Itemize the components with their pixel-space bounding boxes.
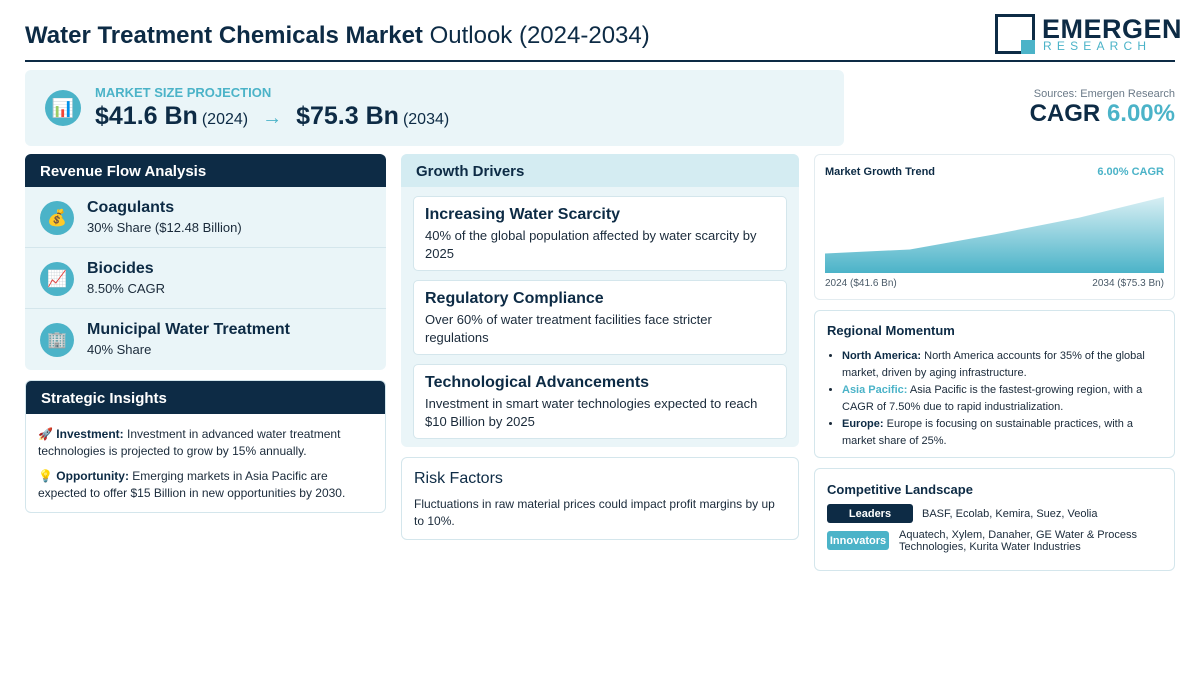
region-name: Europe: — [842, 418, 884, 430]
revenue-flow-panel: Revenue Flow Analysis 💰 Coagulants 30% S… — [25, 154, 386, 370]
competitive-landscape-panel: Competitive Landscape Leaders BASF, Ecol… — [814, 468, 1175, 571]
region-name: Asia Pacific: — [842, 384, 908, 396]
logo-subtitle: RESEARCH — [1043, 39, 1152, 53]
rocket-icon: 🚀 — [38, 427, 53, 441]
logo-mark-icon — [995, 14, 1035, 54]
insight-label: Opportunity: — [56, 469, 129, 483]
leaders-badge: Leaders — [827, 504, 913, 523]
regional-momentum-panel: Regional Momentum North America: North A… — [814, 310, 1175, 458]
regional-item: Europe: Europe is focusing on sustainabl… — [842, 416, 1162, 449]
revenue-item-detail: 8.50% CAGR — [87, 281, 166, 296]
driver-text: Investment in smart water technologies e… — [425, 396, 758, 429]
driver-text: 40% of the global population affected by… — [425, 228, 757, 261]
revenue-item-detail: 40% Share — [87, 342, 152, 357]
driver-card: Regulatory Compliance Over 60% of water … — [413, 280, 787, 355]
strategic-insights-heading: Strategic Insights — [26, 381, 385, 414]
risk-text: Fluctuations in raw material prices coul… — [414, 497, 775, 528]
revenue-item: 🏢 Municipal Water Treatment 40% Share — [25, 309, 386, 370]
revenue-item-title: Coagulants — [87, 199, 175, 216]
cagr-display: CAGR 6.00% — [1030, 100, 1175, 128]
cagr-value: 6.00% — [1106, 100, 1175, 127]
regional-item: Asia Pacific: Asia Pacific is the fastes… — [842, 382, 1162, 415]
innovators-list: Aquatech, Xylem, Danaher, GE Water & Pro… — [899, 529, 1138, 553]
growth-drivers-panel: Growth Drivers Increasing Water Scarcity… — [401, 154, 799, 447]
region-name: North America: — [842, 350, 922, 362]
building-icon: 🏢 — [40, 323, 74, 357]
revenue-flow-heading: Revenue Flow Analysis — [25, 154, 386, 187]
market-size-label: MARKET SIZE PROJECTION — [95, 85, 272, 100]
end-value: $75.3 Bn — [296, 102, 399, 130]
driver-title: Regulatory Compliance — [425, 290, 604, 307]
x-start-label: 2024 ($41.6 Bn) — [825, 278, 897, 289]
insight-label: Investment: — [56, 427, 124, 441]
trend-area-svg — [825, 196, 1164, 273]
money-bag-icon: 💰 — [40, 201, 74, 235]
region-text: North America accounts for 35% of the gl… — [842, 350, 1145, 379]
revenue-item-title: Municipal Water Treatment — [87, 321, 290, 338]
region-text: Asia Pacific is the fastest-growing regi… — [842, 384, 1143, 413]
regional-item: North America: North America accounts fo… — [842, 348, 1162, 381]
chart-icon: 📊 — [45, 90, 81, 126]
start-value: $41.6 Bn — [95, 102, 198, 130]
page-title: Water Treatment Chemicals Market Outlook… — [25, 22, 650, 50]
sources-text: Sources: Emergen Research — [1033, 88, 1175, 100]
driver-card: Increasing Water Scarcity 40% of the glo… — [413, 196, 787, 271]
growth-trend-chart: Market Growth Trend 6.00% CAGR 2024 ($41… — [814, 154, 1175, 300]
lightbulb-icon: 💡 — [38, 469, 53, 483]
chart-cagr-badge: 6.00% CAGR — [1097, 166, 1164, 178]
title-bold: Water Treatment Chemicals Market — [25, 22, 423, 49]
market-size-values: $41.6 Bn (2024) → $75.3 Bn (2034) — [95, 102, 449, 131]
revenue-item: 💰 Coagulants 30% Share ($12.48 Billion) — [25, 187, 386, 248]
emergen-logo: EMERGEN RESEARCH — [995, 14, 1182, 56]
insight-text: Investment in advanced water treatment t… — [38, 427, 341, 458]
driver-text: Over 60% of water treatment facilities f… — [425, 312, 712, 345]
insight-item: 🚀 Investment: Investment in advanced wat… — [38, 426, 373, 460]
competitive-heading: Competitive Landscape — [827, 482, 973, 497]
arrow-right-icon: → — [262, 107, 283, 129]
cagr-label: CAGR — [1029, 100, 1107, 127]
page-header: Water Treatment Chemicals Market Outlook… — [25, 12, 1182, 62]
revenue-item-title: Biocides — [87, 260, 154, 277]
logo-name: EMERGEN — [1042, 14, 1183, 44]
driver-card: Technological Advancements Investment in… — [413, 364, 787, 439]
innovators-badge: Innovators — [827, 531, 889, 550]
x-end-label: 2034 ($75.3 Bn) — [1092, 278, 1164, 289]
insight-item: 💡 Opportunity: Emerging markets in Asia … — [38, 468, 373, 502]
revenue-item-detail: 30% Share ($12.48 Billion) — [87, 220, 242, 235]
leaders-list: BASF, Ecolab, Kemira, Suez, Veolia — [922, 508, 1098, 520]
trend-area — [825, 196, 1164, 273]
market-size-banner: 📊 MARKET SIZE PROJECTION $41.6 Bn (2024) →… — [25, 70, 844, 146]
driver-title: Increasing Water Scarcity — [425, 206, 621, 223]
insight-text: Emerging markets in Asia Pacific are exp… — [38, 469, 346, 500]
region-text: Europe is focusing on sustainable practi… — [842, 418, 1134, 447]
risk-heading: Risk Factors — [414, 470, 503, 487]
revenue-item: 📈 Biocides 8.50% CAGR — [25, 248, 386, 309]
trend-up-icon: 📈 — [40, 262, 74, 296]
driver-title: Technological Advancements — [425, 374, 650, 391]
growth-drivers-heading: Growth Drivers — [401, 154, 799, 187]
chart-title: Market Growth Trend — [825, 166, 936, 178]
start-year: (2024) — [201, 111, 249, 128]
regional-list: North America: North America accounts fo… — [827, 348, 1162, 449]
strategic-insights-panel: Strategic Insights 🚀 Investment: Investm… — [25, 380, 386, 513]
title-rest: Outlook (2024-2034) — [422, 22, 650, 49]
regional-heading: Regional Momentum — [827, 323, 955, 338]
risk-factors-panel: Risk Factors Fluctuations in raw materia… — [401, 457, 799, 540]
end-year: (2034) — [402, 111, 450, 128]
